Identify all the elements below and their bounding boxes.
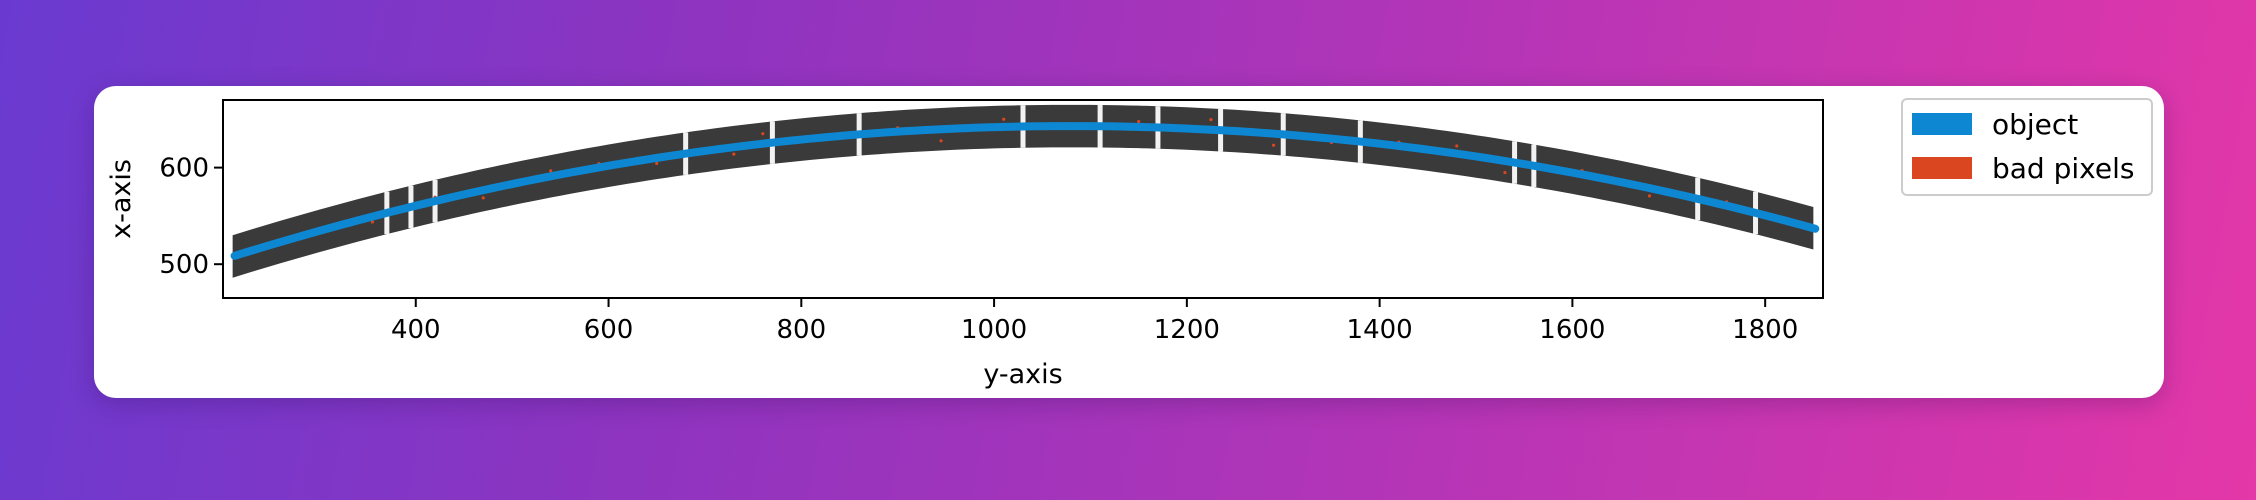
x-axis-ticks: 400 600 800 1000 1200 1400 1600 1800	[391, 298, 1798, 345]
object-point	[518, 178, 526, 186]
bad-pixel-point	[939, 139, 943, 143]
legend-swatch-object	[1912, 113, 1972, 135]
x-tick-label: 1400	[1347, 315, 1413, 345]
object-point	[277, 238, 285, 246]
legend-swatch-bad-pixels	[1912, 157, 1972, 179]
y-tick-label: 500	[159, 250, 209, 280]
y-tick-label: 600	[159, 154, 209, 184]
bad-pixel-point	[481, 196, 485, 200]
x-tick-label: 1000	[961, 315, 1027, 345]
object-point	[1723, 202, 1731, 210]
bad-pixel-point	[761, 132, 765, 136]
bad-pixel-point	[1272, 143, 1276, 147]
object-point	[1337, 136, 1345, 144]
object-series	[230, 122, 1820, 260]
legend-label-bad-pixels: bad pixels	[1992, 152, 2134, 185]
object-point	[1433, 147, 1441, 155]
object-point	[903, 127, 911, 135]
chart: 400 600 800 1000 1200 1400 1600 1800 500 600 y-a…	[106, 98, 2153, 390]
chart-card: 400 600 800 1000 1200 1400 1600 1800 500 600 y-a…	[94, 86, 2164, 398]
object-point	[373, 211, 381, 219]
object-point	[325, 224, 333, 232]
object-point	[1289, 131, 1297, 139]
object-point	[233, 251, 241, 259]
object-point	[1674, 190, 1682, 198]
plot-frame	[222, 99, 1824, 299]
object-point	[1192, 125, 1200, 133]
object-point	[759, 140, 767, 148]
x-axis-title: y-axis	[983, 359, 1062, 390]
bad-pixel-point	[370, 220, 374, 224]
bad-pixel-point	[549, 169, 553, 173]
object-point	[1530, 162, 1538, 170]
bad-pixel-point	[1002, 117, 1006, 121]
object-point	[952, 125, 960, 133]
object-point	[1096, 122, 1104, 130]
object-point	[1805, 223, 1813, 231]
bad-pixel-point	[655, 161, 659, 165]
bad-pixel-point	[1647, 194, 1652, 198]
object-point	[1048, 122, 1056, 130]
x-tick-label: 600	[584, 315, 634, 345]
object-point	[1000, 123, 1008, 131]
bad-pixel-point	[1209, 118, 1213, 122]
object-point	[711, 146, 719, 154]
object-point	[566, 169, 574, 177]
bad-pixel-point	[1137, 119, 1141, 124]
object-point	[421, 199, 429, 207]
y-axis-ticks: 500 600	[159, 154, 223, 280]
object-point	[1578, 170, 1586, 178]
bad-pixel-point	[1455, 144, 1459, 148]
x-tick-label: 1800	[1732, 315, 1798, 345]
object-trace-line	[230, 122, 1820, 260]
y-axis-title: x-axis	[106, 159, 137, 239]
object-point	[1626, 180, 1634, 188]
x-tick-label: 800	[776, 315, 826, 345]
object-point	[1482, 154, 1490, 162]
bad-pixel-point	[732, 152, 736, 156]
object-point	[855, 130, 863, 138]
x-tick-label: 400	[391, 315, 441, 345]
plot-content	[230, 104, 1820, 278]
object-point	[662, 152, 670, 160]
legend-label-object: object	[1992, 108, 2078, 141]
legend: object bad pixels	[1901, 98, 2153, 196]
object-point	[1761, 211, 1769, 219]
object-point	[1385, 141, 1393, 149]
object-point	[1241, 128, 1249, 136]
x-tick-label: 1200	[1154, 315, 1220, 345]
object-point	[614, 160, 622, 168]
bad-pixel-point	[1503, 170, 1507, 175]
x-tick-label: 1600	[1539, 315, 1605, 345]
object-point	[807, 135, 815, 143]
object-point	[1144, 123, 1152, 131]
object-point	[470, 188, 478, 196]
